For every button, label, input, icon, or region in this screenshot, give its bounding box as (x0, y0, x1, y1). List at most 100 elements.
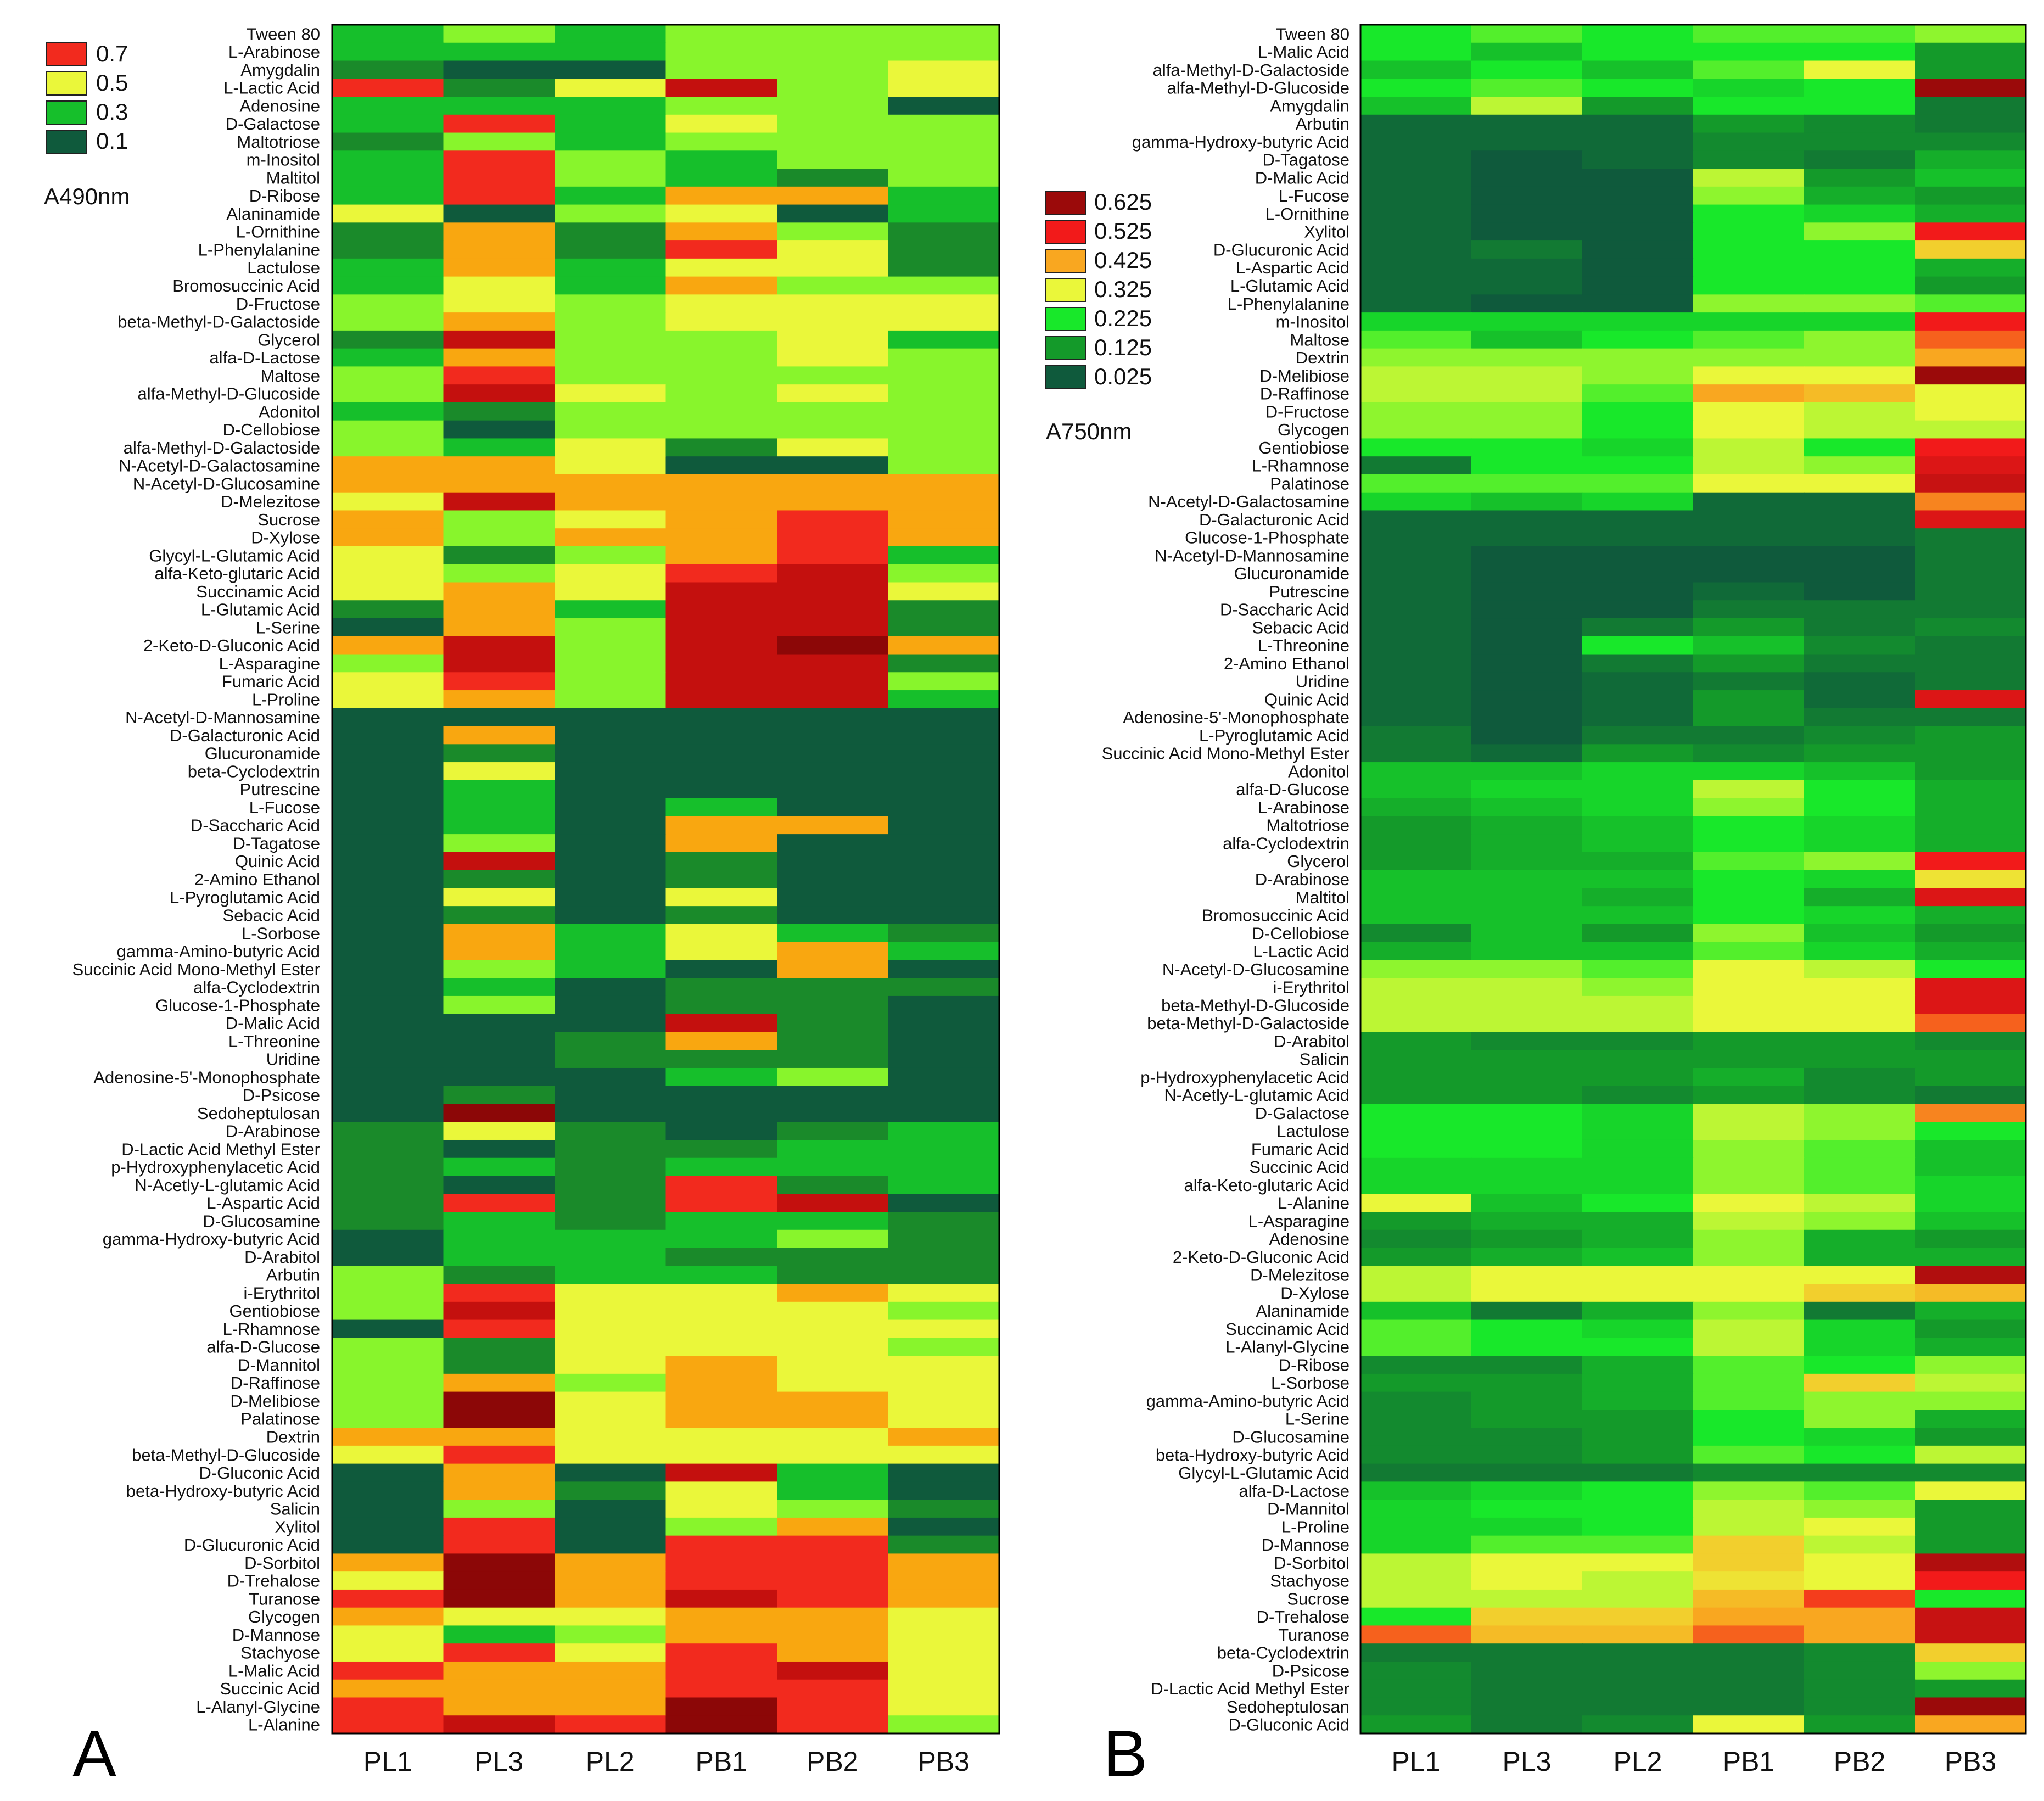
heatmap-cell (443, 330, 555, 349)
heatmap-cell (777, 528, 889, 547)
heatmap-cell (1582, 114, 1694, 133)
heatmap-cell (665, 852, 777, 871)
heatmap-cell (777, 1176, 889, 1194)
heatmap-cell (555, 348, 667, 367)
heatmap-cell (1804, 1607, 1916, 1626)
heatmap-cell (1582, 816, 1694, 835)
heatmap-cell (1915, 222, 2026, 241)
heatmap-cell (443, 258, 555, 277)
heatmap-cell (1693, 25, 1805, 43)
heatmap-cell (777, 240, 889, 259)
heatmap-cell (1693, 528, 1805, 547)
heatmap-cell (1693, 762, 1805, 781)
heatmap-cell (1582, 1428, 1694, 1446)
heatmap-cell (443, 888, 555, 907)
row-label: L-Proline (252, 690, 320, 709)
row-label: Quinic Acid (235, 852, 320, 871)
heatmap-cell (1804, 258, 1916, 277)
heatmap-cell (777, 582, 889, 601)
panel-a-letter: A (72, 1717, 116, 1791)
heatmap-cell (443, 1301, 555, 1321)
heatmap-cell (1804, 906, 1916, 925)
heatmap-cell (888, 1212, 1000, 1231)
heatmap-cell (332, 186, 444, 205)
heatmap-cell (1471, 1067, 1583, 1087)
legend-label: 0.025 (1094, 363, 1152, 389)
heatmap-cell (332, 1176, 444, 1194)
row-label: 2-Keto-D-Gluconic Acid (143, 636, 320, 655)
row-label: L-Sorbose (242, 924, 320, 943)
row-label: Fumaric Acid (222, 672, 320, 691)
heatmap-cell (332, 510, 444, 529)
heatmap-cell (555, 564, 667, 583)
heatmap-cell (1471, 654, 1583, 673)
heatmap-cell (1360, 1014, 1472, 1033)
heatmap-cell (888, 942, 1000, 961)
heatmap-cell (1582, 744, 1694, 763)
heatmap-cell (1804, 1194, 1916, 1212)
heatmap-cell (555, 492, 667, 511)
heatmap-cell (888, 294, 1000, 313)
heatmap-cell (777, 1284, 889, 1302)
heatmap-cell (1693, 312, 1805, 331)
heatmap-cell (1915, 672, 2026, 691)
heatmap-cell (1471, 1356, 1583, 1374)
heatmap-cell (665, 330, 777, 349)
row-label: Glucuronamide (1234, 564, 1349, 583)
row-label: D-Lactic Acid Methyl Ester (121, 1139, 320, 1159)
heatmap-cell (443, 1517, 555, 1536)
row-label: L-Pyroglutamic Acid (1199, 726, 1349, 745)
heatmap-cell (1471, 1428, 1583, 1446)
heatmap-cell (1582, 654, 1694, 673)
heatmap-cell (443, 762, 555, 781)
heatmap-cell (1360, 456, 1472, 475)
row-label: D-Melibiose (230, 1391, 320, 1411)
heatmap-cell (1693, 744, 1805, 763)
row-label: Uridine (266, 1050, 320, 1069)
heatmap-cell (555, 1212, 667, 1231)
row-label: D-Melibiose (1259, 366, 1349, 385)
heatmap-cell (1360, 1643, 1472, 1662)
heatmap-cell (1582, 1589, 1694, 1608)
heatmap-cell (443, 1589, 555, 1608)
heatmap-cell (332, 312, 444, 331)
row-label: gamma-Hydroxy-butyric Acid (103, 1229, 320, 1249)
heatmap-cell (1804, 1248, 1916, 1266)
heatmap-cell (665, 402, 777, 421)
heatmap-cell (332, 1391, 444, 1410)
heatmap-cell (1693, 1122, 1805, 1140)
heatmap-cell (443, 1032, 555, 1050)
heatmap-cell (1915, 438, 2026, 457)
heatmap-cell (1915, 762, 2026, 781)
heatmap-cell (1693, 1356, 1805, 1374)
heatmap-cell (1804, 1229, 1916, 1249)
row-label: D-Melezitose (1250, 1266, 1349, 1285)
heatmap-cell (888, 420, 1000, 439)
heatmap-cell (1915, 528, 2026, 547)
heatmap-cell (777, 1139, 889, 1159)
heatmap-cell (332, 1500, 444, 1518)
heatmap-cell (332, 114, 444, 133)
legend-label: 0.125 (1094, 334, 1152, 360)
heatmap-cell (1804, 1067, 1916, 1087)
heatmap-cell (665, 1697, 777, 1716)
heatmap-cell (332, 1517, 444, 1536)
heatmap-cell (1471, 258, 1583, 277)
row-label: D-Ribose (249, 186, 320, 205)
heatmap-cell (443, 690, 555, 709)
heatmap-cell (555, 1463, 667, 1482)
heatmap-cell (555, 816, 667, 835)
heatmap-cell (443, 654, 555, 673)
heatmap-cell (888, 276, 1000, 295)
heatmap-cell (332, 870, 444, 888)
heatmap-cell (1471, 186, 1583, 205)
heatmap-cell (1582, 852, 1694, 871)
row-label: Maltotriose (237, 132, 320, 152)
heatmap-cell (1360, 1517, 1472, 1536)
heatmap-cell (888, 1284, 1000, 1302)
row-label: alfa-D-Lactose (1239, 1481, 1349, 1501)
panel-b-legend: 0.625 0.525 0.425 0.325 0.225 0.125 0.025 (1045, 189, 1152, 389)
heatmap-cell (1582, 240, 1694, 259)
row-label: D-Lactic Acid Methyl Ester (1151, 1679, 1349, 1698)
column-label: PL1 (363, 1746, 412, 1777)
